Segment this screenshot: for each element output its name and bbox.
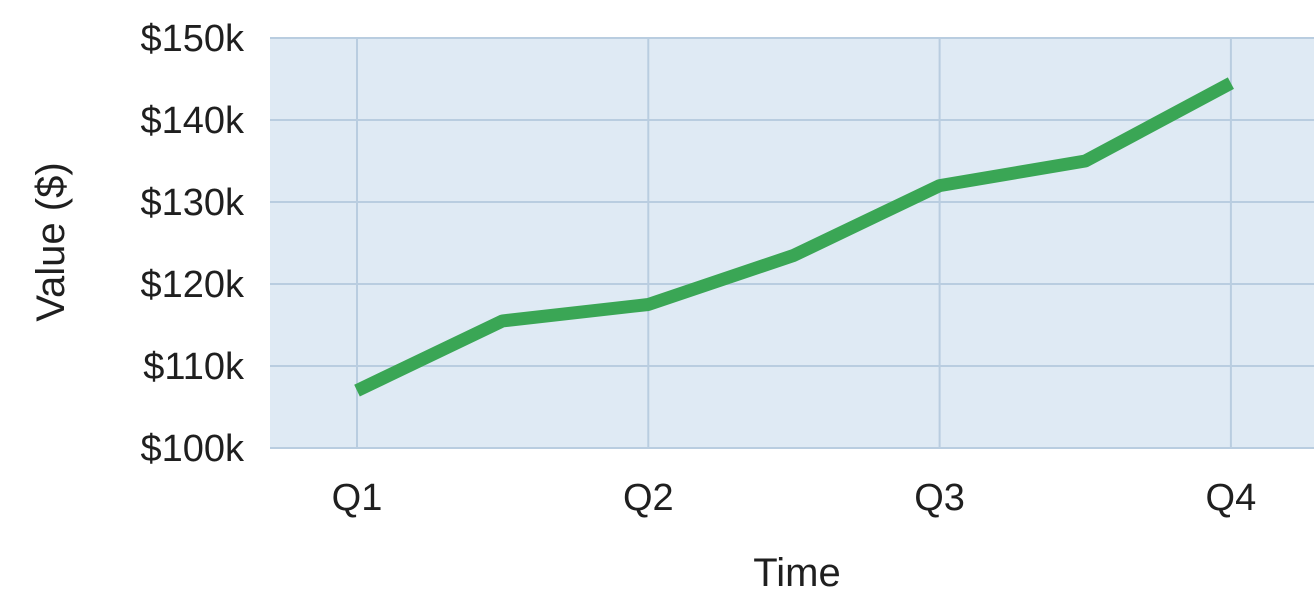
x-tick-label: Q1 — [332, 477, 383, 519]
y-tick-label: $150k — [140, 18, 245, 60]
grid-lines — [270, 37, 1314, 449]
plot-area — [270, 38, 1314, 448]
x-axis-ticks: Q1 Q2 Q3 Q4 — [332, 477, 1257, 519]
y-axis-title: Value ($) — [29, 162, 73, 321]
x-tick-label: Q4 — [1206, 477, 1257, 519]
y-axis-ticks: $100k $110k $120k $130k $140k $150k — [140, 18, 245, 470]
y-tick-label: $110k — [143, 346, 245, 388]
y-tick-label: $140k — [140, 100, 245, 142]
y-tick-label: $100k — [140, 428, 245, 470]
series-lines — [354, 77, 1234, 397]
x-tick-label: Q2 — [623, 477, 674, 519]
y-tick-label: $130k — [140, 182, 245, 224]
x-axis-title: Time — [753, 551, 840, 593]
y-tick-label: $120k — [140, 264, 245, 306]
x-tick-label: Q3 — [914, 477, 965, 519]
series-line — [354, 77, 1234, 397]
